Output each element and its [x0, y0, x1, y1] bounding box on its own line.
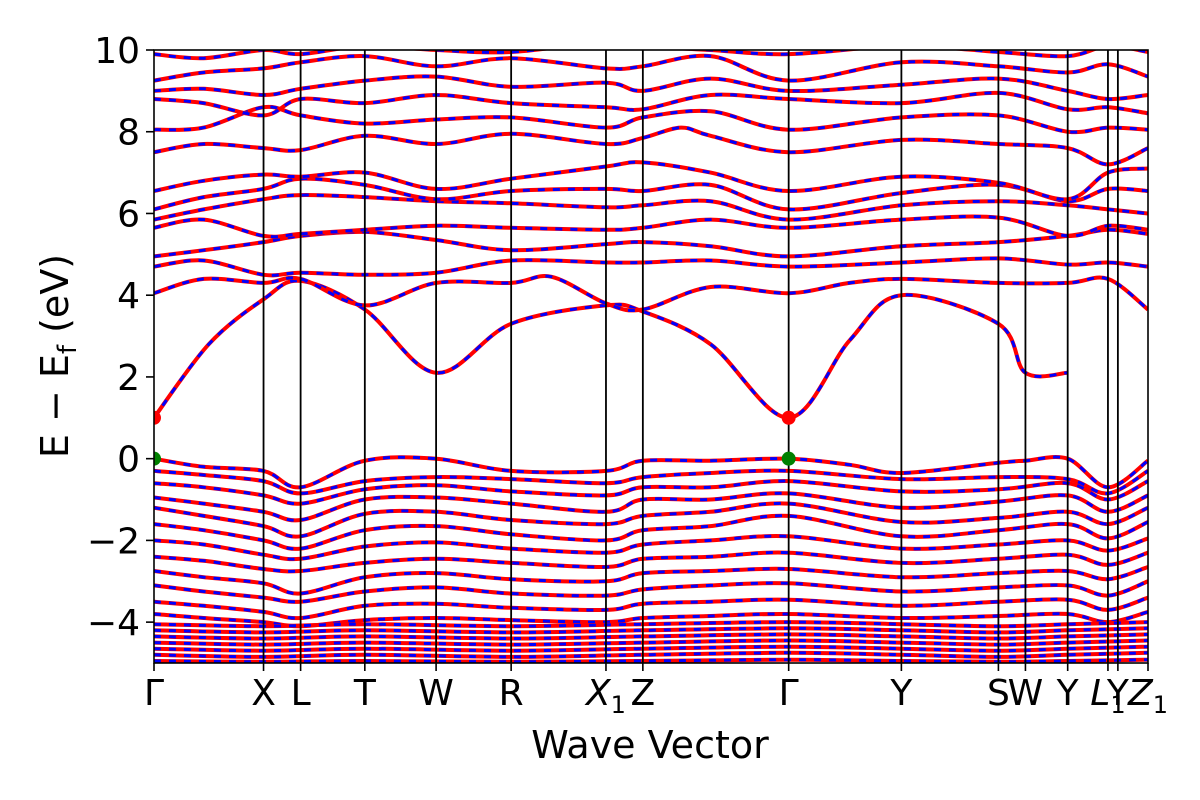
band-23-spin-down: [154, 565, 1148, 596]
band-20-spin-down: [154, 514, 1148, 551]
y-tick-label-6: 6: [117, 194, 140, 235]
plot-frame: [153, 49, 1149, 664]
band-24-spin-down: [154, 579, 1148, 604]
bands-layer: [154, 50, 1148, 663]
x-tick-label-7: X1: [584, 673, 626, 719]
band-18-spin-down: [154, 491, 1148, 522]
band-10-spin-down: [154, 105, 1148, 134]
band-28-spin-down: [154, 626, 1148, 634]
cbm-marker-2: [781, 410, 796, 425]
band-13-spin-down: [154, 54, 1148, 83]
band-4-spin-down: [154, 228, 1148, 258]
band-1-spin-down: [154, 279, 1068, 420]
cbm-marker-1: [154, 410, 161, 425]
band-5-spin-down: [154, 214, 1148, 239]
band-2-spin-down: [154, 274, 1148, 312]
band-25-spin-down: [154, 596, 1148, 620]
band-7-spin-down: [154, 177, 1148, 211]
band-19-spin-down: [154, 501, 1148, 539]
x-tick-label-10: Y: [889, 673, 913, 714]
y-tick-label-7: 8: [117, 113, 140, 154]
x-tick-label-16: Z1: [1127, 673, 1168, 719]
x-tick-label-15: Y: [1106, 673, 1130, 714]
band-22-spin-down: [154, 551, 1148, 573]
x-tick-label-9: Γ: [779, 673, 799, 714]
band-29-spin-down: [154, 632, 1148, 641]
band-32-spin-down: [154, 651, 1148, 659]
vbm-marker-1: [154, 451, 161, 466]
x-tick-label-11: S: [987, 673, 1010, 714]
x-tick-label-8: Z: [631, 673, 656, 714]
band-3-spin-down: [154, 256, 1148, 277]
band-edge-markers: [154, 410, 796, 466]
x-tick-label-6: R: [499, 673, 524, 714]
band-8-spin-down: [154, 160, 1148, 201]
band-14-spin-down: [154, 50, 1148, 60]
x-tick-label-2: X: [251, 673, 276, 714]
band-16-spin-down: [154, 469, 1148, 495]
x-tick-label-5: W: [418, 673, 454, 714]
x-tick-label-3: L: [291, 673, 311, 714]
y-axis-label-unit: (eV): [33, 254, 77, 345]
x-tick-label-12: W: [1008, 673, 1044, 714]
y-tick-label-3: 0: [117, 440, 140, 481]
x-tick-label-4: T: [353, 673, 377, 714]
y-tick-label-5: 4: [117, 276, 140, 317]
band-6-spin-down: [154, 193, 1148, 222]
band-33-spin-down: [154, 658, 1148, 663]
band-21-spin-down: [154, 534, 1148, 561]
x-tick-label-13: Y: [1056, 673, 1080, 714]
x-axis-ticks: Γ X L T W R X1 Z Γ Y SW Y L1Y Z1: [144, 663, 1168, 719]
y-axis-label: E − Ef (eV): [33, 254, 83, 458]
band-27-spin-down: [154, 620, 1148, 628]
y-tick-label-2: −2: [87, 521, 140, 562]
band-30-spin-down: [154, 638, 1148, 647]
y-axis-ticks: −4 −2 0 2 4 6 8 10: [87, 31, 154, 644]
y-axis-label-main: E − E: [33, 354, 77, 458]
band-31-spin-down: [154, 645, 1148, 653]
x-axis-label: Wave Vector: [531, 723, 769, 767]
band-11-spin-down: [154, 91, 1148, 117]
high-symmetry-lines: [262, 50, 1119, 663]
vbm-marker-2: [781, 451, 796, 466]
y-tick-label-4: 2: [117, 358, 140, 399]
band-17-spin-down: [154, 479, 1148, 506]
y-axis-label-subscript: f: [53, 344, 83, 354]
x-tick-label-14: L1: [1090, 673, 1125, 719]
x-tick-label-1: Γ: [144, 673, 164, 714]
y-tick-label-1: −4: [87, 603, 140, 644]
band-12-spin-down: [154, 74, 1148, 101]
y-tick-label-8: 10: [94, 31, 140, 72]
